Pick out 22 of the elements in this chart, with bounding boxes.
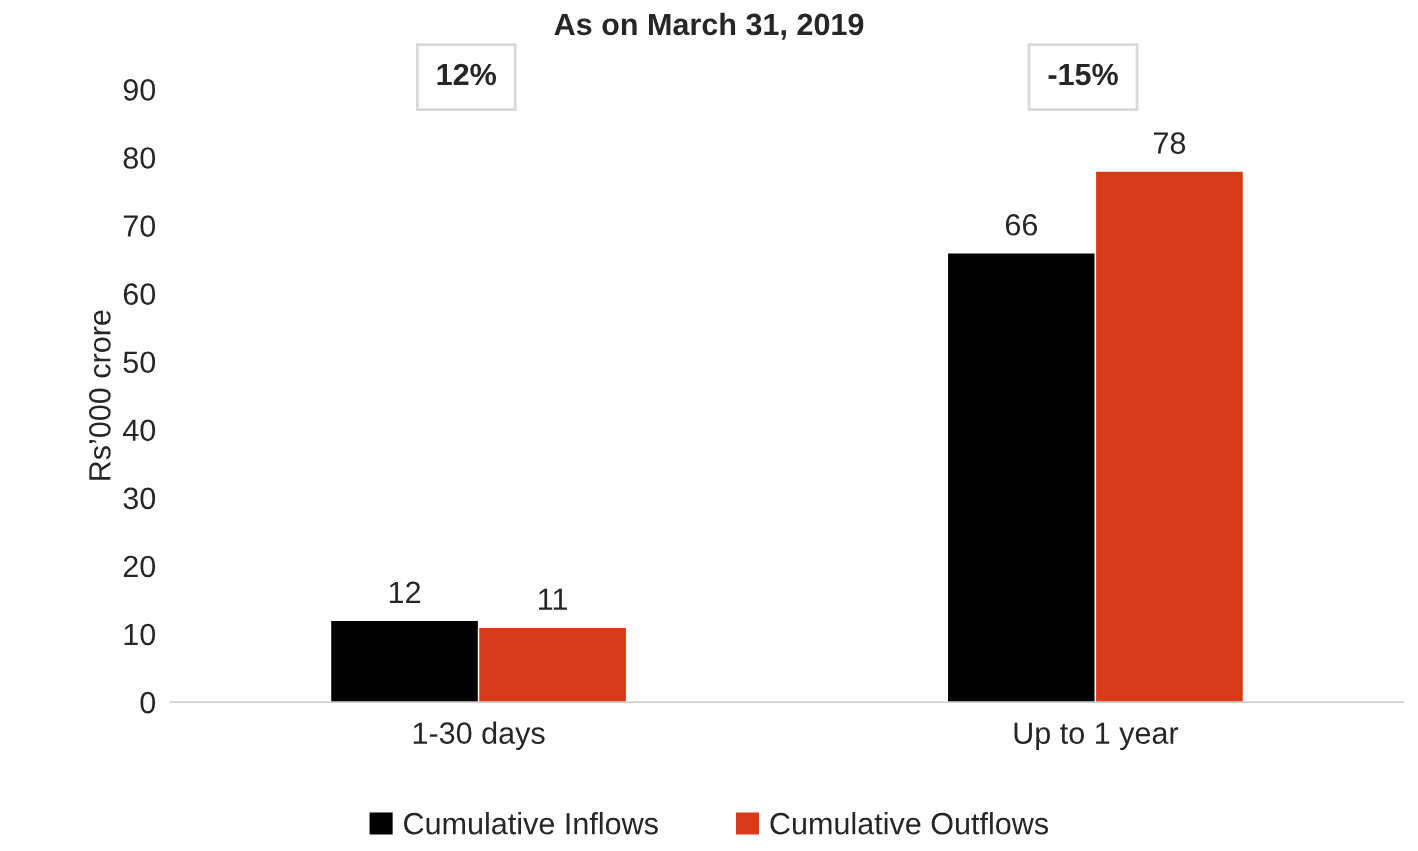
text: 12% bbox=[437, 63, 497, 86]
chart-title: As on March 31, 2019 bbox=[554, 12, 864, 40]
data-label: 11 bbox=[539, 588, 567, 610]
y-axis-title: Rs’000 crore bbox=[89, 310, 111, 480]
x-tick-label: 1-30 days bbox=[413, 721, 545, 750]
data-label: 12 bbox=[389, 581, 421, 603]
y-tick-label: 70 bbox=[123, 215, 156, 237]
data-label: 78 bbox=[1154, 132, 1186, 154]
legend-label: Cumulative Inflows bbox=[404, 812, 658, 835]
y-tick-label: 90 bbox=[123, 79, 156, 101]
y-tick-label: 10 bbox=[124, 623, 156, 646]
legend-label: Cumulative Outflows bbox=[770, 812, 1049, 835]
y-tick-label: 80 bbox=[123, 147, 156, 169]
data-label: 66 bbox=[1005, 213, 1038, 236]
y-tick-label: 60 bbox=[123, 283, 156, 305]
y-tick-label: 50 bbox=[123, 351, 156, 374]
text: -15% bbox=[1048, 63, 1118, 86]
x-tick-label: Up to 1 year bbox=[1014, 722, 1179, 750]
y-tick-label: 30 bbox=[123, 487, 156, 510]
y-tick-label: 0 bbox=[140, 691, 156, 714]
y-tick-label: 20 bbox=[123, 555, 156, 578]
y-tick-label: 40 bbox=[122, 419, 156, 442]
